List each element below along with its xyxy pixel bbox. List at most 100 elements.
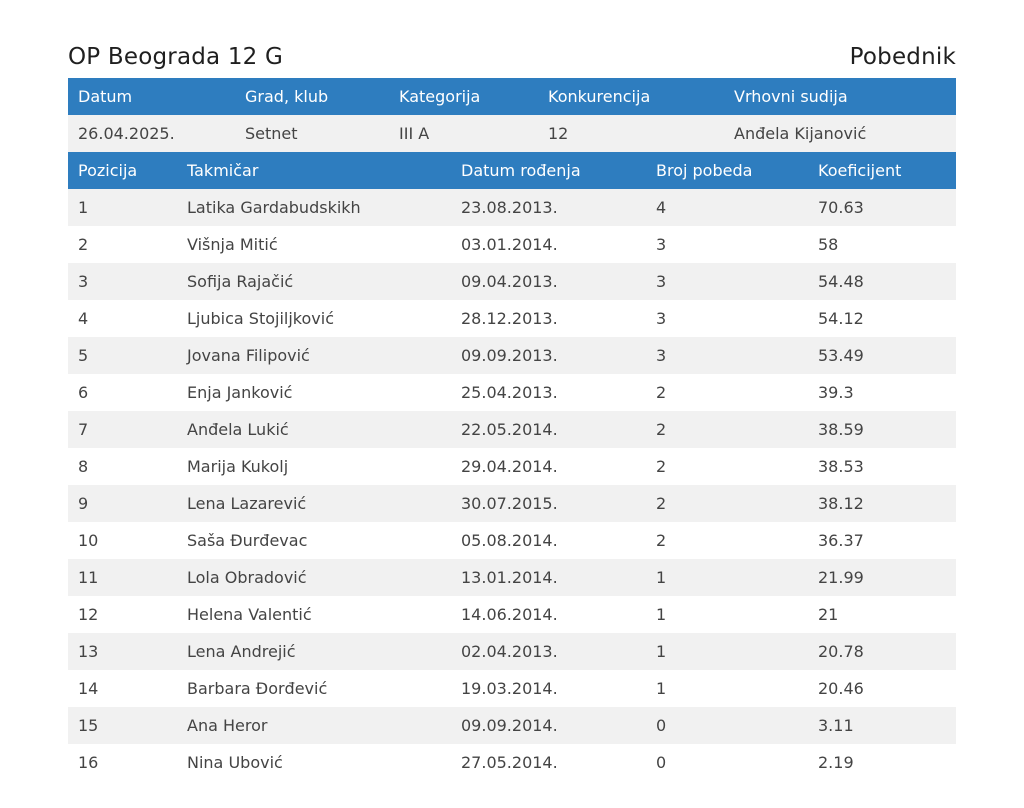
table-row: 15 Ana Heror 09.09.2014. 0 3.11 (68, 707, 956, 744)
row-wins: 2 (656, 494, 667, 513)
row-wins: 2 (656, 383, 667, 402)
row-wins: 3 (656, 309, 667, 328)
row-competitor: Latika Gardabudskikh (187, 198, 361, 217)
row-coefficient: 21 (818, 605, 839, 624)
results-page: OP Beograda 12 G Pobednik Datum Grad, kl… (68, 36, 956, 781)
page-title: OP Beograda 12 G (68, 44, 284, 70)
table-row: 14 Barbara Đorđević 19.03.2014. 1 20.46 (68, 670, 956, 707)
row-position: 4 (78, 309, 89, 328)
info-head-referee: Anđela Kijanović (734, 124, 867, 143)
row-birth-date: 27.05.2014. (461, 753, 558, 772)
row-competitor: Anđela Lukić (187, 420, 289, 439)
info-city-club: Setnet (245, 124, 298, 143)
table-row: 7 Anđela Lukić 22.05.2014. 2 38.59 (68, 411, 956, 448)
row-wins: 2 (656, 420, 667, 439)
info-date: 26.04.2025. (78, 124, 175, 143)
row-coefficient: 70.63 (818, 198, 864, 217)
result-type-label: Pobednik (849, 44, 956, 70)
row-competitor: Jovana Filipović (187, 346, 310, 365)
row-birth-date: 22.05.2014. (461, 420, 558, 439)
row-coefficient: 21.99 (818, 568, 864, 587)
results-body: 1 Latika Gardabudskikh 23.08.2013. 4 70.63 2 V… (68, 189, 956, 781)
row-position: 10 (78, 531, 99, 550)
row-coefficient: 58 (818, 235, 839, 254)
row-birth-date: 23.08.2013. (461, 198, 558, 217)
col-wins: Broj pobeda (656, 161, 753, 180)
row-competitor: Lola Obradović (187, 568, 307, 587)
row-birth-date: 30.07.2015. (461, 494, 558, 513)
row-position: 11 (78, 568, 99, 587)
info-competition: 12 (548, 124, 569, 143)
row-wins: 1 (656, 605, 667, 624)
row-position: 9 (78, 494, 89, 513)
row-position: 1 (78, 198, 89, 217)
row-position: 13 (78, 642, 99, 661)
row-birth-date: 13.01.2014. (461, 568, 558, 587)
info-col-city-club: Grad, klub (245, 87, 329, 106)
row-wins: 0 (656, 753, 667, 772)
row-coefficient: 20.46 (818, 679, 864, 698)
row-position: 5 (78, 346, 89, 365)
table-row: 1 Latika Gardabudskikh 23.08.2013. 4 70.63 (68, 189, 956, 226)
table-row: 12 Helena Valentić 14.06.2014. 1 21 (68, 596, 956, 633)
row-birth-date: 09.09.2014. (461, 716, 558, 735)
results-header: Pozicija Takmičar Datum rođenja Broj pob… (68, 152, 956, 189)
col-position: Pozicija (78, 161, 138, 180)
table-row: 8 Marija Kukolj 29.04.2014. 2 38.53 (68, 448, 956, 485)
row-coefficient: 2.19 (818, 753, 854, 772)
table-row: 6 Enja Janković 25.04.2013. 2 39.3 (68, 374, 956, 411)
row-wins: 4 (656, 198, 667, 217)
tournament-info-header: Datum Grad, klub Kategorija Konkurencija… (68, 78, 956, 115)
row-competitor: Helena Valentić (187, 605, 312, 624)
table-row: 3 Sofija Rajačić 09.04.2013. 3 54.48 (68, 263, 956, 300)
col-coefficient: Koeficijent (818, 161, 902, 180)
row-birth-date: 14.06.2014. (461, 605, 558, 624)
row-competitor: Ana Heror (187, 716, 268, 735)
row-coefficient: 38.53 (818, 457, 864, 476)
row-birth-date: 29.04.2014. (461, 457, 558, 476)
table-row: 9 Lena Lazarević 30.07.2015. 2 38.12 (68, 485, 956, 522)
row-wins: 0 (656, 716, 667, 735)
table-row: 4 Ljubica Stojiljković 28.12.2013. 3 54.12 (68, 300, 956, 337)
row-competitor: Ljubica Stojiljković (187, 309, 334, 328)
col-competitor: Takmičar (187, 161, 259, 180)
row-birth-date: 03.01.2014. (461, 235, 558, 254)
row-coefficient: 39.3 (818, 383, 854, 402)
info-col-competition: Konkurencija (548, 87, 651, 106)
row-competitor: Sofija Rajačić (187, 272, 294, 291)
row-coefficient: 54.48 (818, 272, 864, 291)
row-position: 16 (78, 753, 99, 772)
row-coefficient: 36.37 (818, 531, 864, 550)
row-wins: 3 (656, 272, 667, 291)
row-position: 12 (78, 605, 99, 624)
row-coefficient: 20.78 (818, 642, 864, 661)
row-coefficient: 38.12 (818, 494, 864, 513)
row-birth-date: 09.09.2013. (461, 346, 558, 365)
table-row: 11 Lola Obradović 13.01.2014. 1 21.99 (68, 559, 956, 596)
row-competitor: Barbara Đorđević (187, 679, 328, 698)
row-competitor: Enja Janković (187, 383, 293, 402)
row-position: 3 (78, 272, 89, 291)
table-row: 2 Višnja Mitić 03.01.2014. 3 58 (68, 226, 956, 263)
row-birth-date: 28.12.2013. (461, 309, 558, 328)
table-row: 16 Nina Ubović 27.05.2014. 0 2.19 (68, 744, 956, 781)
info-category: III A (399, 124, 430, 143)
row-position: 8 (78, 457, 89, 476)
row-coefficient: 38.59 (818, 420, 864, 439)
row-position: 14 (78, 679, 99, 698)
row-competitor: Višnja Mitić (187, 235, 278, 254)
row-birth-date: 19.03.2014. (461, 679, 558, 698)
row-position: 7 (78, 420, 89, 439)
row-position: 6 (78, 383, 89, 402)
row-coefficient: 53.49 (818, 346, 864, 365)
row-birth-date: 02.04.2013. (461, 642, 558, 661)
row-competitor: Nina Ubović (187, 753, 283, 772)
row-wins: 1 (656, 568, 667, 587)
results-table: Pozicija Takmičar Datum rođenja Broj pob… (68, 152, 956, 781)
row-birth-date: 25.04.2013. (461, 383, 558, 402)
row-coefficient: 54.12 (818, 309, 864, 328)
row-position: 15 (78, 716, 99, 735)
info-col-date: Datum (78, 87, 133, 106)
row-position: 2 (78, 235, 89, 254)
tournament-info-row: 26.04.2025. Setnet III A 12 Anđela Kijan… (68, 115, 956, 152)
